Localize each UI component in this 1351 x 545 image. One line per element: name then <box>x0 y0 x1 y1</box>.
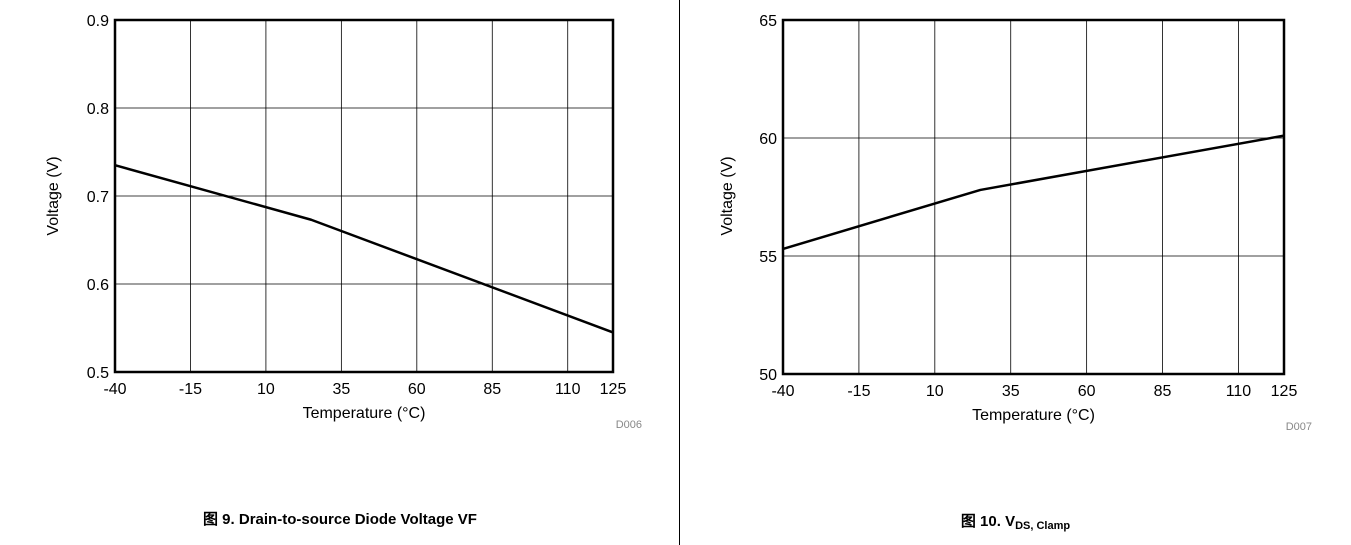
clamp-y-tick-label: 60 <box>759 131 777 148</box>
clamp-x-tick-label: 60 <box>1078 383 1096 400</box>
clamp-x-tick-label: 35 <box>1002 383 1020 400</box>
diode-x-axis-label: Temperature (°C) <box>303 405 426 422</box>
diode-x-tick-label: -40 <box>103 381 126 398</box>
figure-10-caption-subscript: DS, Clamp <box>1015 520 1071 532</box>
clamp-x-axis-label: Temperature (°C) <box>972 407 1095 424</box>
diode-x-tick-label: 110 <box>555 381 581 398</box>
diode-y-axis-label: Voltage (V) <box>45 156 62 235</box>
figure-10-caption-prefix: 图 10. V <box>960 513 1016 530</box>
panel-divider <box>679 0 680 545</box>
clamp-x-tick-label: 10 <box>926 383 944 400</box>
clamp-figure-code: D007 <box>1286 421 1312 433</box>
clamp-series-line <box>782 134 1285 251</box>
diode-x-tick-label: 35 <box>332 381 350 398</box>
clamp-voltage-chart: -40 -15 10 35 60 85 110 125 50 55 60 65 Temperature … <box>719 13 1312 433</box>
diode-y-tick-label: 0.6 <box>87 277 109 294</box>
diode-figure-code: D006 <box>616 419 642 431</box>
diode-voltage-chart: -40 -15 10 35 60 85 110 125 0.5 0.6 0.7 0.8 0.9 Tempe… <box>45 13 642 431</box>
diode-x-tick-label: 85 <box>483 381 501 398</box>
clamp-x-tick-label: 125 <box>1271 383 1298 400</box>
diode-x-tick-label: 10 <box>257 381 275 398</box>
diode-y-tick-label: 0.7 <box>87 189 109 206</box>
clamp-x-tick-label: -15 <box>847 383 870 400</box>
clamp-y-tick-label: 55 <box>759 249 777 266</box>
diode-series-line <box>114 163 614 334</box>
diode-y-tick-label: 0.9 <box>87 13 109 30</box>
clamp-x-tick-label: 110 <box>1226 383 1252 400</box>
figure-9-caption-text: Drain-to-source Diode Voltage VF <box>238 511 477 528</box>
diode-y-tick-label: 0.5 <box>87 365 109 382</box>
clamp-y-tick-label: 50 <box>759 367 777 384</box>
clamp-y-axis-label: Voltage (V) <box>719 156 736 235</box>
figure-10-caption: 图 10. VDS, Clamp <box>680 510 1351 532</box>
figure-9-caption: 图 9. Drain-to-source Diode Voltage VF <box>0 508 680 529</box>
figure-9-caption-prefix: 图 9. <box>203 511 239 528</box>
clamp-plot-frame <box>781 18 1286 376</box>
clamp-y-tick-label: 65 <box>759 13 777 30</box>
clamp-x-tick-label: -40 <box>771 383 794 400</box>
diode-x-tick-label: 125 <box>600 381 627 398</box>
diode-plot-frame <box>113 18 615 374</box>
diode-x-tick-label: 60 <box>408 381 426 398</box>
diode-y-tick-label: 0.8 <box>87 101 109 118</box>
clamp-x-tick-label: 85 <box>1154 383 1172 400</box>
diode-x-tick-label: -15 <box>179 381 202 398</box>
